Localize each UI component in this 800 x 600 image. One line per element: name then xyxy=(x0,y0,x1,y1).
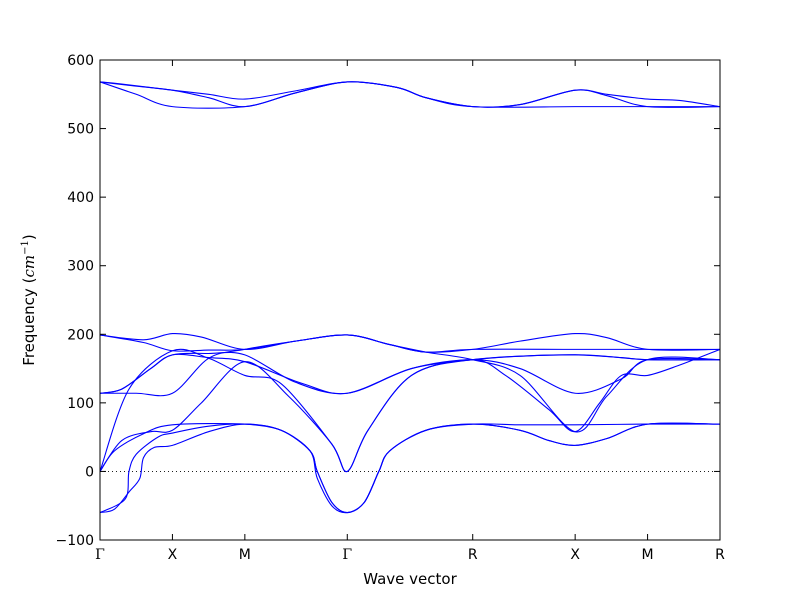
x-tick-label: R xyxy=(715,547,725,563)
y-axis-unit-open: ( xyxy=(20,278,38,284)
y-axis-label: Frequency (cm−1) xyxy=(20,234,38,365)
y-tick-label: 100 xyxy=(67,396,94,412)
axes-frame xyxy=(99,59,721,541)
y-axis-unit-close: ) xyxy=(20,234,38,240)
plot-clipped xyxy=(100,81,720,514)
x-tick-label: R xyxy=(468,547,478,563)
x-axis-label: Wave vector xyxy=(363,570,457,588)
plot-frame xyxy=(99,59,721,541)
y-tick-label: 600 xyxy=(67,53,94,69)
y-tick-label: 500 xyxy=(67,122,94,138)
y-tick-label: 300 xyxy=(67,259,94,275)
band-line-10 xyxy=(100,354,720,472)
x-tick-label: M xyxy=(642,547,654,563)
x-tick-label: X xyxy=(570,547,580,563)
y-axis-label-text: Frequency xyxy=(20,288,38,366)
x-tick-label: Γ xyxy=(342,547,352,563)
y-tick-label: 0 xyxy=(85,464,94,480)
x-tick-label: Γ xyxy=(95,547,105,563)
y-axis-unit-exp: −1 xyxy=(20,240,31,255)
band-line-8 xyxy=(100,334,720,433)
band-line-13 xyxy=(100,422,720,514)
y-tick-label: −100 xyxy=(56,533,94,549)
ticks-group: −100 0 100 200 300 400 500 600 Γ X M Γ R X M R xyxy=(56,53,726,563)
band-line-3 xyxy=(100,81,720,109)
plot-area xyxy=(100,81,720,514)
x-tick-label: X xyxy=(168,547,178,563)
y-axis-unit-base: cm xyxy=(20,255,38,278)
y-tick-label: 400 xyxy=(67,190,94,206)
x-tick-label: M xyxy=(239,547,251,563)
y-tick-label: 200 xyxy=(67,327,94,343)
